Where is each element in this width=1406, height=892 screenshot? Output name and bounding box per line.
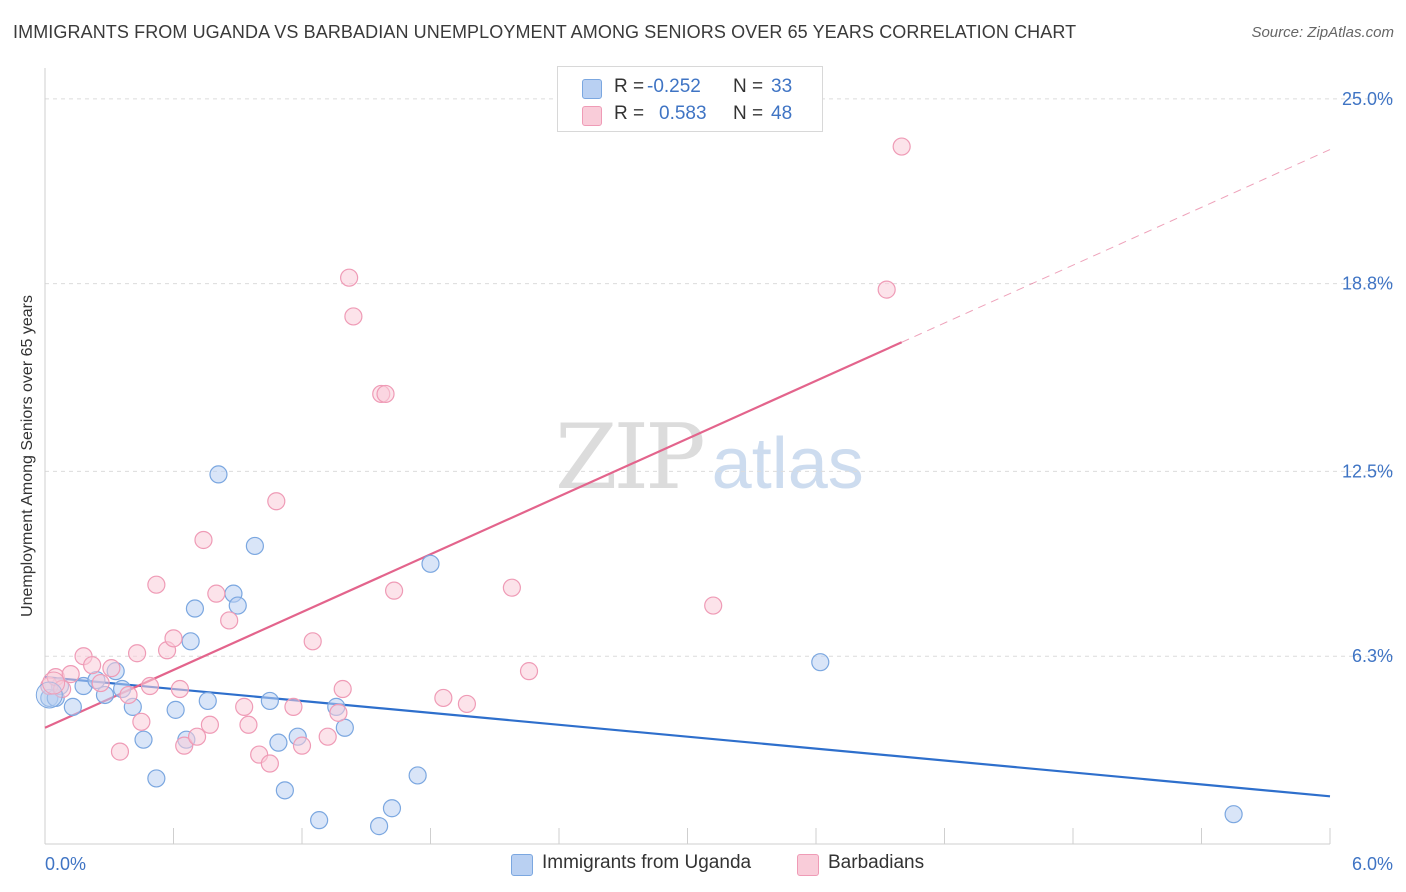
y-tick-label: 18.8% [1342, 274, 1393, 294]
barbadian-point [83, 656, 102, 675]
barbadian-point [220, 611, 239, 630]
x-tick-label: 6.0% [1352, 854, 1393, 874]
grid-layer [45, 98, 1393, 657]
chart-source: Source: ZipAtlas.com [1251, 24, 1394, 41]
barbadian-point [119, 685, 138, 705]
series-swatch-uganda [511, 854, 533, 876]
barbadian-point [384, 581, 404, 600]
uganda-point [370, 817, 389, 836]
barbadian-point [344, 307, 363, 326]
uganda-point [134, 730, 153, 749]
barbadian-point [704, 596, 723, 615]
barbadian-point [102, 659, 121, 678]
barbadian-point [260, 754, 279, 773]
barbadian-point [164, 629, 183, 648]
barbadian-point [340, 268, 359, 287]
uganda-point [228, 596, 247, 615]
barbadian-point [110, 742, 130, 761]
legend-n-label: N = [733, 103, 764, 124]
legend-swatch-barbadians [582, 106, 602, 126]
barbadian-point [140, 676, 160, 696]
series-swatch-barbadians [797, 854, 819, 876]
uganda-point [147, 769, 166, 788]
legend-swatch-uganda [582, 79, 602, 99]
uganda-cluster-point [35, 681, 63, 709]
uganda-point [811, 653, 830, 672]
barbadian-point [303, 632, 322, 651]
barbadian-point [292, 736, 312, 755]
tick-label-layer: 6.3% 12.5% 18.8% 25.0% 0.0% 6.0% [45, 89, 1393, 874]
chart-title: IMMIGRANTS FROM UGANDA VS BARBADIAN UNEM… [13, 22, 1077, 42]
barbadian-point [235, 697, 254, 716]
uganda-point [245, 536, 264, 556]
legend-n-value: 48 [771, 103, 793, 124]
barbadian-point [147, 575, 166, 594]
barbadian-point [284, 697, 303, 716]
uganda-point [421, 554, 440, 573]
barbadian-point [61, 665, 80, 684]
trend-layer [44, 149, 1331, 798]
uganda-point [166, 700, 185, 719]
y-tick-label: 12.5% [1342, 461, 1393, 481]
legend-r-value: 0.583 [659, 103, 707, 124]
barbadian-point [194, 530, 213, 550]
barbadian-point [127, 644, 147, 663]
y-tick-label: 6.3% [1352, 646, 1393, 666]
point-layer [35, 137, 1243, 836]
barbadian-point [207, 584, 226, 603]
barbadian-point [170, 679, 190, 699]
uganda-point [185, 599, 205, 618]
uganda-point [269, 733, 288, 752]
uganda-point [275, 781, 294, 800]
legend-n-value: 33 [771, 76, 793, 97]
correlation-legend: R = -0.252 N = 33 R = 0.583 N = 48 [557, 66, 823, 132]
uganda-point [382, 799, 402, 818]
barbadian-cluster-point [42, 671, 66, 695]
watermark: ZIP atlas [555, 405, 864, 510]
barbadian-point [519, 662, 539, 681]
y-tick-label: 25.0% [1342, 89, 1393, 109]
barbadian-point [892, 137, 911, 156]
uganda-point [1224, 805, 1243, 824]
barbadian-point [318, 727, 337, 746]
barbadian-point [457, 694, 477, 714]
barbadian-trend-line-extension [901, 149, 1331, 343]
uganda-trend-line [44, 675, 1331, 798]
watermark-zip: ZIP [555, 405, 706, 510]
barbadian-point [329, 703, 348, 722]
barbadian-point [175, 736, 194, 755]
barbadian-point [434, 688, 453, 708]
barbadian-point [502, 578, 521, 597]
legend-r-label: R = [614, 103, 645, 124]
uganda-point [260, 691, 279, 711]
uganda-point [209, 465, 228, 484]
axis-layer [44, 68, 1331, 845]
barbadian-point [187, 727, 207, 746]
uganda-point [198, 691, 217, 711]
series-legend-label: Immigrants from Uganda [542, 852, 752, 873]
barbadian-point [239, 715, 258, 734]
barbadian-point [333, 679, 352, 699]
x-tick-label: 0.0% [45, 854, 86, 874]
barbadian-point [200, 715, 220, 734]
barbadian-point [91, 673, 110, 693]
uganda-point [181, 632, 200, 651]
barbadian-point [267, 492, 286, 511]
legend-r-label: R = [614, 76, 645, 97]
barbadian-trend-line [44, 341, 903, 729]
barbadian-point [376, 384, 395, 404]
barbadian-point [877, 280, 896, 299]
series-legend-label: Barbadians [828, 852, 925, 873]
uganda-point [63, 697, 82, 716]
legend-r-value: -0.252 [647, 76, 701, 97]
barbadian-point [132, 712, 151, 731]
watermark-atlas: atlas [711, 424, 864, 504]
uganda-point [408, 766, 427, 785]
legend-n-label: N = [733, 76, 764, 97]
uganda-point [310, 811, 329, 830]
